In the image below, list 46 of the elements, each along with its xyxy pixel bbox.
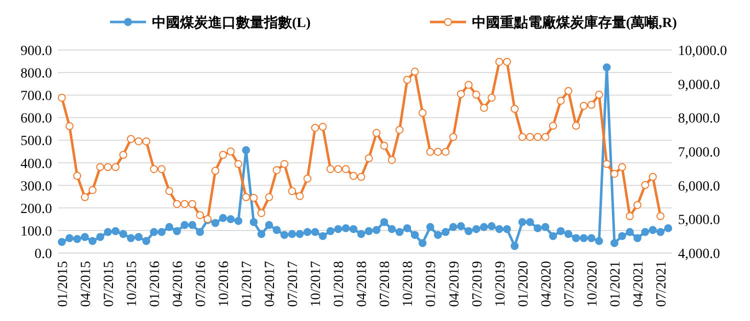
y2-tick-label: 7,000.0	[678, 146, 720, 160]
x-tick-label: 04/2018	[355, 261, 370, 307]
x-tick-label: 01/2017	[240, 261, 256, 307]
x-tick-label: 07/2020	[562, 261, 578, 307]
x-tick-label: 07/2016	[194, 261, 209, 307]
x-tick-label: 04/2019	[447, 261, 462, 307]
x-tick-label: 04/2016	[170, 261, 186, 307]
y2-tick-label: 6,000.0	[678, 179, 720, 194]
x-tick-label: 01/2015	[56, 261, 71, 307]
y2-tick-label: 10,000.0	[678, 44, 727, 59]
x-tick-label: 04/2017	[263, 261, 278, 307]
x-tick-label: 10/2019	[493, 261, 508, 307]
y2-tick-label: 8,000.0	[678, 112, 720, 127]
y-tick-label: 300.0	[20, 179, 52, 194]
x-tick-label: 07/2019	[470, 261, 486, 307]
x-tick-label: 10/2016	[217, 261, 232, 307]
y-tick-label: 400.0	[20, 156, 52, 172]
x-tick-label: 04/2015	[78, 261, 94, 307]
x-tick-label: 01/2020	[516, 261, 532, 307]
y-tick-label: 700.0	[20, 89, 52, 104]
legend-label: 中國煤炭進口數量指數(L)	[152, 15, 311, 31]
x-tick-label: 01/2016	[148, 261, 163, 307]
y-tick-label: 800.0	[20, 66, 52, 82]
y-tick-label: 100.0	[20, 224, 52, 240]
y-tick-label: 900.0	[20, 44, 52, 59]
x-tick-label: 10/2017	[309, 261, 324, 307]
x-tick-label: 04/2021	[631, 261, 646, 307]
x-tick-label: 10/2018	[401, 261, 416, 307]
y-tick-label: 200.0	[20, 202, 52, 217]
y2-tick-label: 9,000.0	[678, 78, 720, 93]
x-tick-label: 10/2015	[124, 261, 140, 307]
x-tick-label: 01/2018	[332, 261, 348, 307]
y-tick-label: 0.0	[34, 247, 52, 262]
y2-tick-label: 5,000.0	[678, 213, 720, 228]
x-tick-label: 10/2020	[585, 261, 600, 307]
x-tick-label: 01/2021	[608, 261, 624, 307]
legend-label: 中國重點電廠煤炭庫存量(萬噸,R)	[472, 14, 678, 31]
x-tick-label: 07/2017	[286, 261, 302, 307]
x-tick-label: 07/2018	[378, 261, 394, 307]
y2-tick-label: 4,000.0	[678, 247, 720, 262]
x-tick-label: 07/2015	[102, 261, 117, 307]
x-tick-label: 04/2020	[539, 261, 554, 307]
x-tick-label: 07/2021	[654, 261, 670, 307]
y-tick-label: 600.0	[20, 112, 52, 127]
x-tick-label: 01/2019	[424, 261, 440, 307]
y-tick-label: 500.0	[20, 134, 52, 150]
